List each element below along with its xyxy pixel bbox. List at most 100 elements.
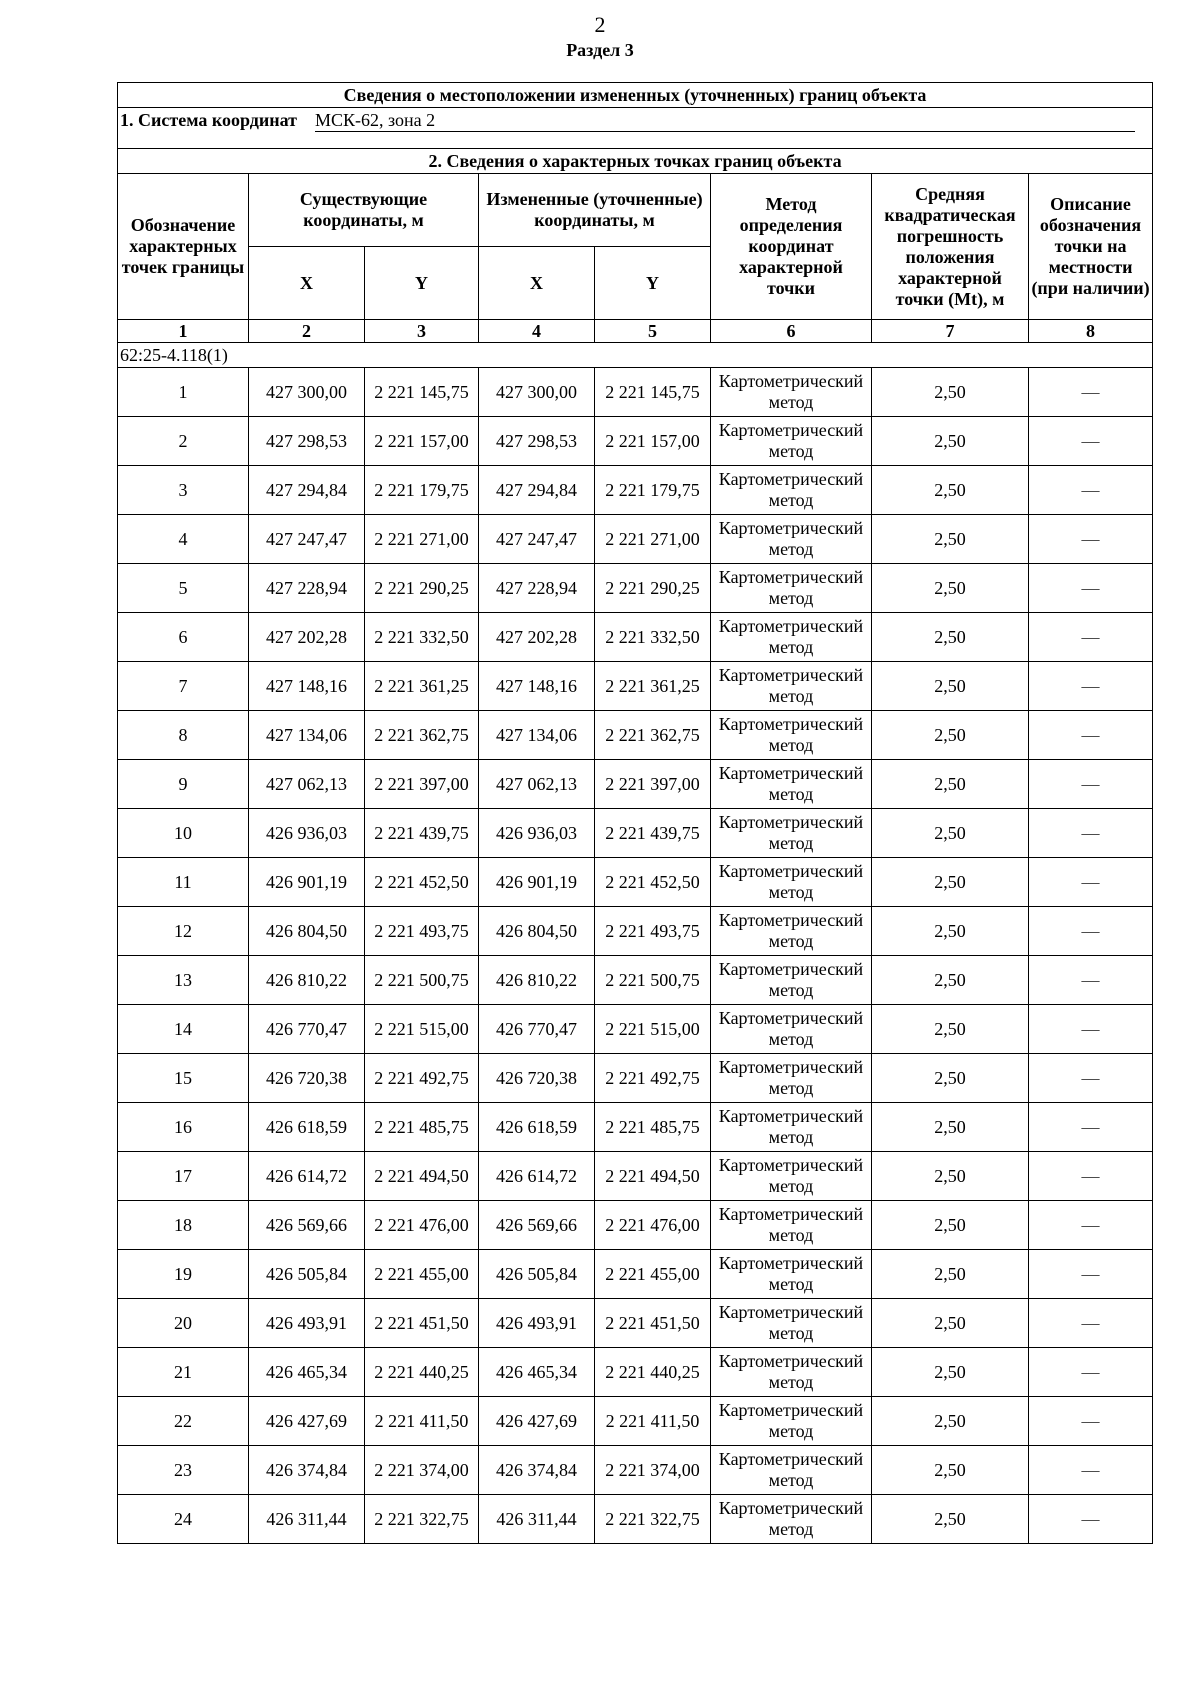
error: 2,50 <box>871 1494 1029 1544</box>
header-changed-y: Y <box>594 246 711 320</box>
changed-x: 426 810,22 <box>478 955 595 1005</box>
point-id: 17 <box>117 1151 249 1201</box>
table-row: 18 426 569,66 2 221 476,00 426 569,66 2 221 … <box>117 1200 1154 1250</box>
changed-x: 427 298,53 <box>478 416 595 466</box>
error: 2,50 <box>871 759 1029 809</box>
existing-y: 2 221 362,75 <box>364 710 479 760</box>
changed-x: 426 901,19 <box>478 857 595 907</box>
existing-y: 2 221 492,75 <box>364 1053 479 1103</box>
changed-y: 2 221 485,75 <box>594 1102 711 1152</box>
header-changed-x: X <box>478 246 595 320</box>
existing-x: 426 901,19 <box>248 857 365 907</box>
changed-y: 2 221 322,75 <box>594 1494 711 1544</box>
existing-y: 2 221 476,00 <box>364 1200 479 1250</box>
existing-x: 426 618,59 <box>248 1102 365 1152</box>
existing-y: 2 221 485,75 <box>364 1102 479 1152</box>
description: — <box>1027 367 1154 417</box>
table-row: 8 427 134,06 2 221 362,75 427 134,06 2 221 3… <box>117 710 1154 760</box>
changed-y: 2 221 515,00 <box>594 1004 711 1054</box>
description: — <box>1027 1200 1154 1250</box>
table-row: 9 427 062,13 2 221 397,00 427 062,13 2 221 3… <box>117 759 1154 809</box>
point-id: 6 <box>117 612 249 662</box>
changed-y: 2 221 271,00 <box>594 514 711 564</box>
existing-x: 426 569,66 <box>248 1200 365 1250</box>
coord-system-label: 1. Система координат <box>120 110 297 130</box>
existing-y: 2 221 179,75 <box>364 465 479 515</box>
changed-y: 2 221 500,75 <box>594 955 711 1005</box>
existing-x: 426 810,22 <box>248 955 365 1005</box>
description: — <box>1027 1396 1154 1446</box>
method: Картометрический метод <box>710 1151 872 1201</box>
existing-y: 2 221 411,50 <box>364 1396 479 1446</box>
column-number: 2 <box>248 319 365 343</box>
method: Картометрический метод <box>710 1396 872 1446</box>
point-id: 5 <box>117 563 249 613</box>
changed-x: 426 311,44 <box>478 1494 595 1544</box>
existing-x: 426 505,84 <box>248 1249 365 1299</box>
changed-y: 2 221 493,75 <box>594 906 711 956</box>
changed-y: 2 221 494,50 <box>594 1151 711 1201</box>
method: Картометрический метод <box>710 465 872 515</box>
point-id: 20 <box>117 1298 249 1348</box>
coord-system-value: МСК-62, зона 2 <box>314 110 1135 132</box>
points-title: 2. Сведения о характерных точках границ … <box>116 148 1154 174</box>
existing-y: 2 221 374,00 <box>364 1445 479 1495</box>
changed-y: 2 221 361,25 <box>594 661 711 711</box>
column-number: 6 <box>710 319 872 343</box>
changed-x: 427 202,28 <box>478 612 595 662</box>
existing-x: 426 614,72 <box>248 1151 365 1201</box>
header-method: Метод определения координат характерной … <box>710 173 872 320</box>
method: Картометрический метод <box>710 1053 872 1103</box>
table-row: 13 426 810,22 2 221 500,75 426 810,22 2 221 … <box>117 955 1154 1005</box>
point-id: 8 <box>117 710 249 760</box>
existing-x: 426 427,69 <box>248 1396 365 1446</box>
header-existing: Существующие координаты, м <box>248 173 479 247</box>
table-row: 22 426 427,69 2 221 411,50 426 427,69 2 221 … <box>117 1396 1154 1446</box>
column-number: 7 <box>871 319 1029 343</box>
method: Картометрический метод <box>710 1494 872 1544</box>
table-row: 24 426 311,44 2 221 322,75 426 311,44 2 221 … <box>117 1494 1154 1544</box>
method: Картометрический метод <box>710 1445 872 1495</box>
table-row: 12 426 804,50 2 221 493,75 426 804,50 2 221 … <box>117 906 1154 956</box>
changed-y: 2 221 179,75 <box>594 465 711 515</box>
method: Картометрический метод <box>710 1249 872 1299</box>
existing-y: 2 221 439,75 <box>364 808 479 858</box>
table-title: Сведения о местоположении измененных (ут… <box>116 82 1154 108</box>
error: 2,50 <box>871 1151 1029 1201</box>
changed-y: 2 221 455,00 <box>594 1249 711 1299</box>
changed-x: 427 228,94 <box>478 563 595 613</box>
section-title: Раздел 3 <box>566 40 634 60</box>
header-existing-y: Y <box>364 246 479 320</box>
error: 2,50 <box>871 1298 1029 1348</box>
error: 2,50 <box>871 514 1029 564</box>
method: Картометрический метод <box>710 759 872 809</box>
point-id: 15 <box>117 1053 249 1103</box>
description: — <box>1027 661 1154 711</box>
existing-x: 426 804,50 <box>248 906 365 956</box>
coord-system-row: 1. Система координат МСК-62, зона 2 <box>116 107 1154 149</box>
existing-x: 426 770,47 <box>248 1004 365 1054</box>
changed-x: 426 770,47 <box>478 1004 595 1054</box>
error: 2,50 <box>871 661 1029 711</box>
point-id: 19 <box>117 1249 249 1299</box>
existing-y: 2 221 157,00 <box>364 416 479 466</box>
error: 2,50 <box>871 1053 1029 1103</box>
point-id: 12 <box>117 906 249 956</box>
existing-y: 2 221 145,75 <box>364 367 479 417</box>
existing-x: 426 936,03 <box>248 808 365 858</box>
column-number: 1 <box>117 319 249 343</box>
description: — <box>1027 808 1154 858</box>
table-row: 15 426 720,38 2 221 492,75 426 720,38 2 221 … <box>117 1053 1154 1103</box>
description: — <box>1027 1053 1154 1103</box>
description: — <box>1027 465 1154 515</box>
existing-x: 427 202,28 <box>248 612 365 662</box>
existing-x: 426 720,38 <box>248 1053 365 1103</box>
existing-y: 2 221 440,25 <box>364 1347 479 1397</box>
point-id: 3 <box>117 465 249 515</box>
method: Картометрический метод <box>710 1298 872 1348</box>
description: — <box>1027 1445 1154 1495</box>
table-row: 17 426 614,72 2 221 494,50 426 614,72 2 221 … <box>117 1151 1154 1201</box>
method: Картометрический метод <box>710 1004 872 1054</box>
existing-x: 427 300,00 <box>248 367 365 417</box>
changed-x: 426 374,84 <box>478 1445 595 1495</box>
